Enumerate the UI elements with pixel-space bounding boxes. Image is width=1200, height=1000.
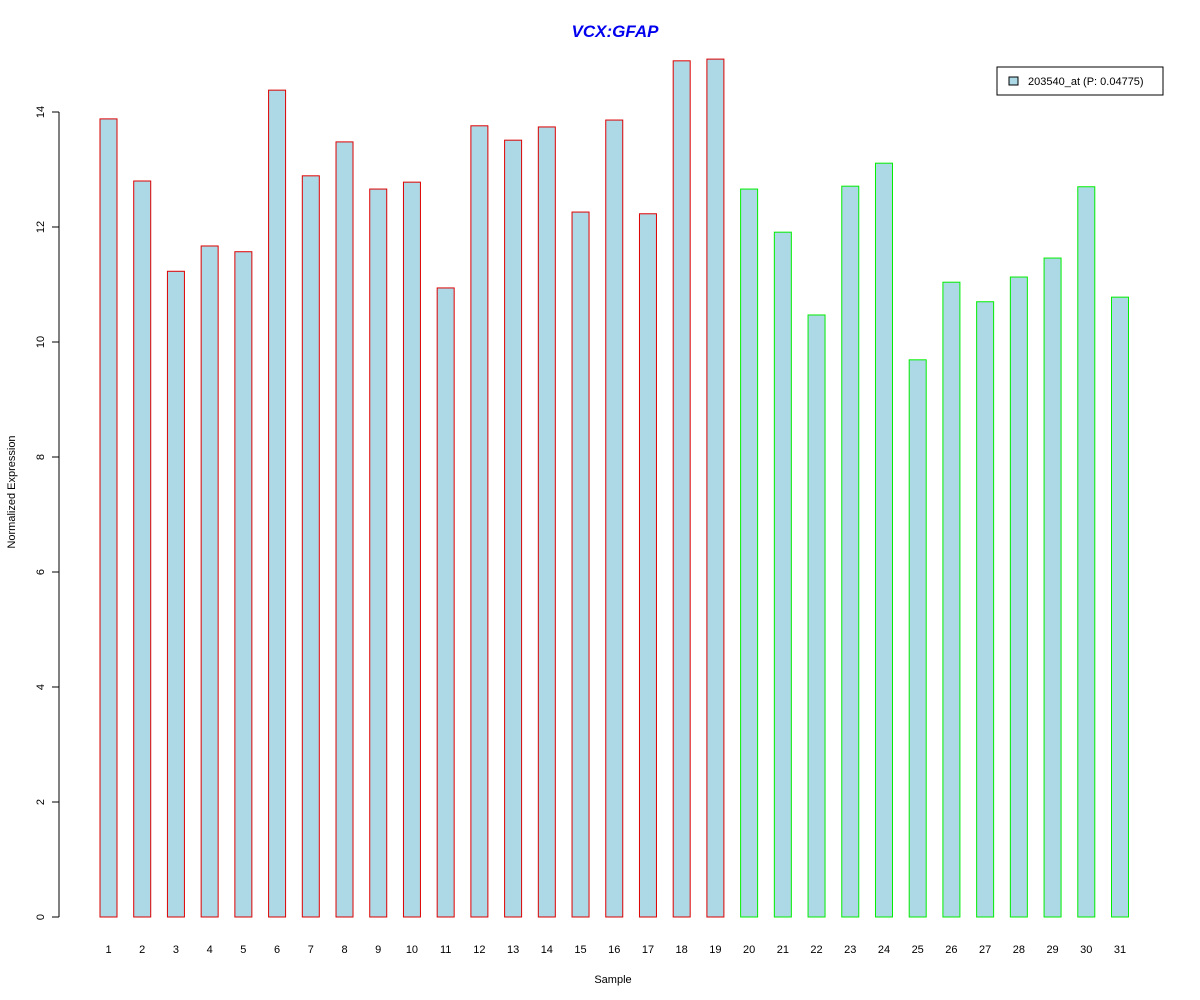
- bar-sample-5: [234, 251, 253, 918]
- x-tick-label: 16: [608, 944, 620, 956]
- legend-label: 203540_at (P: 0.04775): [1028, 76, 1144, 88]
- x-tick-label: 14: [541, 944, 553, 956]
- bar-sample-18: [672, 60, 691, 918]
- bar-sample-23: [841, 185, 860, 918]
- x-tick-label: 7: [308, 944, 314, 956]
- x-tick-label: 23: [844, 944, 856, 956]
- bar-sample-17: [638, 213, 657, 918]
- bar-sample-1: [99, 118, 118, 918]
- bar-sample-10: [402, 181, 421, 918]
- bar-sample-7: [301, 175, 320, 918]
- y-tick-label: 10: [35, 336, 47, 348]
- bars: [99, 58, 1129, 918]
- bar-sample-4: [200, 245, 219, 918]
- x-tick-label: 18: [676, 944, 688, 956]
- x-tick-label: 2: [139, 944, 145, 956]
- chart-title: VCX:GFAP: [572, 22, 660, 41]
- x-tick-label: 27: [979, 944, 991, 956]
- y-axis-label: Normalized Expression: [6, 435, 18, 548]
- bar-sample-11: [436, 287, 455, 918]
- x-tick-label: 13: [507, 944, 519, 956]
- x-tick-label: 4: [207, 944, 213, 956]
- x-axis-label: Sample: [594, 974, 631, 986]
- y-tick-label: 14: [35, 106, 47, 118]
- x-tick-label: 6: [274, 944, 280, 956]
- bar-sample-14: [537, 126, 556, 918]
- x-tick-label: 8: [341, 944, 347, 956]
- x-tick-label: 22: [810, 944, 822, 956]
- bar-sample-8: [335, 141, 354, 918]
- x-tick-label: 3: [173, 944, 179, 956]
- bar-sample-6: [268, 89, 287, 918]
- bar-sample-27: [976, 301, 995, 918]
- bar-sample-12: [470, 125, 489, 918]
- bar-sample-30: [1077, 186, 1096, 918]
- x-tick-label: 9: [375, 944, 381, 956]
- bar-sample-22: [807, 314, 826, 918]
- x-tick-label: 25: [912, 944, 924, 956]
- bar-sample-13: [504, 139, 523, 918]
- x-tick-labels: 1 2 3 4 5 6 7 8 9 10 11 12 13 14 15 16 17 18 19 20 21 22 23 24 2…: [105, 944, 1126, 956]
- x-tick-label: 26: [945, 944, 957, 956]
- x-tick-label: 20: [743, 944, 755, 956]
- x-tick-label: 19: [709, 944, 721, 956]
- x-tick-label: 5: [240, 944, 246, 956]
- x-tick-label: 17: [642, 944, 654, 956]
- y-axis: 0 2 4 6 8 10 12 14: [35, 106, 60, 920]
- bar-sample-9: [369, 188, 388, 918]
- y-tick-label: 4: [35, 684, 47, 690]
- x-tick-label: 21: [777, 944, 789, 956]
- bar-sample-31: [1111, 296, 1129, 918]
- bar-sample-25: [908, 359, 927, 918]
- bar-sample-21: [773, 231, 792, 918]
- y-tick-label: 2: [35, 799, 47, 805]
- x-tick-label: 12: [473, 944, 485, 956]
- bar-sample-26: [942, 281, 961, 918]
- y-tick-label: 8: [35, 454, 47, 460]
- x-tick-label: 30: [1080, 944, 1092, 956]
- bar-sample-20: [740, 188, 759, 918]
- x-tick-label: 1: [105, 944, 111, 956]
- x-tick-label: 28: [1013, 944, 1025, 956]
- x-tick-label: 11: [440, 944, 451, 956]
- bar-sample-24: [874, 162, 893, 918]
- x-tick-label: 29: [1046, 944, 1058, 956]
- x-tick-label: 31: [1114, 944, 1126, 956]
- bar-sample-28: [1009, 276, 1028, 918]
- legend: 203540_at (P: 0.04775): [996, 66, 1164, 96]
- y-tick-label: 0: [35, 914, 47, 920]
- bar-sample-3: [166, 270, 185, 918]
- y-tick-label: 12: [35, 221, 47, 233]
- bar-sample-15: [571, 211, 590, 918]
- legend-swatch: [1008, 76, 1019, 86]
- x-tick-label: 24: [878, 944, 890, 956]
- y-tick-label: 6: [35, 569, 47, 575]
- x-tick-label: 15: [574, 944, 586, 956]
- bar-sample-19: [706, 58, 725, 918]
- x-tick-label: 10: [406, 944, 418, 956]
- bar-sample-2: [133, 180, 152, 918]
- bar-sample-16: [605, 119, 624, 918]
- bar-sample-29: [1043, 257, 1062, 918]
- legend-box: [996, 66, 1164, 96]
